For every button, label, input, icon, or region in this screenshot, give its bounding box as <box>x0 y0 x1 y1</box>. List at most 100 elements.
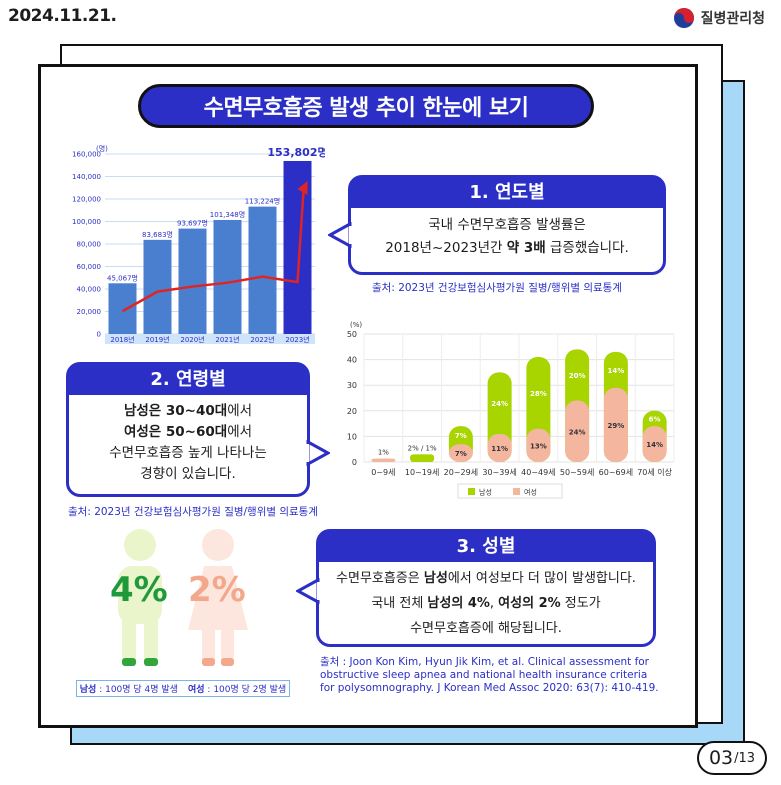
section2-l2-post: 에서 <box>227 424 253 440</box>
org-name: 질병관리청 <box>700 11 765 27</box>
chart1-ytick: 60,000 <box>77 263 102 271</box>
section3-l2-mid: , <box>489 596 499 611</box>
legend-female-text: : 100명 당 2명 발생 <box>204 685 287 695</box>
chart2-label-male: 1% <box>378 449 389 457</box>
chart2-label-male: 14% <box>607 367 624 375</box>
page-current: 03 <box>708 747 734 769</box>
section3-l2-post: 정도가 <box>560 596 601 611</box>
section2-l4: 경향이 있습니다. <box>140 466 236 482</box>
chart1-value-label: 83,683명 <box>142 230 173 239</box>
chart2-label-female: 13% <box>530 442 547 450</box>
section3-source-line1: 출처 : Joon Kon Kim, Hyun Jik Kim, et al. … <box>320 656 650 668</box>
bubble2-tail <box>304 440 330 466</box>
section2-bubble: 2. 연령별 남성은 30~40대에서 여성은 50~60대에서 수면무호흡증 … <box>66 362 310 497</box>
chart1-xtick: 2020년 <box>180 335 204 344</box>
chart2-bar-female <box>603 387 628 462</box>
chart2-ytick: 50 <box>347 330 357 339</box>
legend-male-text: : 100명 당 4명 발생 <box>96 685 178 695</box>
section3-l1-post: 에서 여성보다 더 많이 발생합니다. <box>447 571 636 586</box>
chart2-legend-female-swatch <box>513 488 520 495</box>
section3-l2-bold2: 여성의 2% <box>498 596 561 611</box>
chart1-value-label: 45,067명 <box>107 273 138 282</box>
chart1-ytick: 160,000 <box>72 151 101 159</box>
chart2-xtick: 70세 이상 <box>637 467 672 477</box>
chart1-xtick: 2022년 <box>250 335 274 344</box>
chart2-label-male: 2% / 1% <box>408 444 437 452</box>
section3-l2-pre: 국내 전체 <box>371 596 428 611</box>
legend-male-label: 남성 <box>79 685 97 695</box>
chart1-bar <box>178 228 207 334</box>
chart2-label-female: 7% <box>455 450 467 458</box>
chart2-label-male: 24% <box>491 400 508 408</box>
chart2-bar-female <box>448 444 473 462</box>
section1-source: 출처: 2023년 건강보험심사평가원 질병/행위별 의료통계 <box>372 282 623 294</box>
chart1-ytick: 80,000 <box>77 241 102 249</box>
yearly-bar-chart: (명) 0 20,000 40,000 60,000 80,000 100,000 120,0… <box>72 144 325 344</box>
chart2-xtick: 0~9세 <box>371 468 395 477</box>
legend-female-label: 여성 <box>188 685 205 695</box>
chart1-xtick: 2023년 <box>285 335 309 344</box>
male-figure <box>118 529 162 666</box>
chart2-bar-female <box>526 428 551 462</box>
chart2-label-female: 14% <box>646 441 663 449</box>
chart2-label-male: 28% <box>530 390 547 398</box>
chart2-xtick: 20~29세 <box>444 468 478 477</box>
chart2-ytick: 10 <box>347 432 357 441</box>
section3-l3: 수면무호흡증에 해당됩니다. <box>410 621 562 636</box>
chart1-xaxis-band <box>105 334 315 344</box>
chart2-bar-female <box>410 454 435 462</box>
age-stacked-bar-chart: (%) 0 10 20 30 40 50 1% 0~9세 2% / 1% 10~19세 7% 7% 20~… <box>347 321 675 499</box>
section3-l2-bold1: 남성의 4% <box>427 596 490 611</box>
chart1-xtick: 2019년 <box>145 335 169 344</box>
chart1-ytick: 100,000 <box>72 218 101 226</box>
chart2-ytick: 40 <box>347 356 357 365</box>
chart2-xtick: 30~39세 <box>482 468 516 477</box>
chart2-label-female: 11% <box>491 445 508 453</box>
female-figure <box>188 529 248 666</box>
female-percent: 2% <box>188 570 246 610</box>
section3-source-line3: for polysomnography. J Korean Med Assoc … <box>320 682 659 694</box>
chart2-xtick: 60~69세 <box>599 468 633 477</box>
bubble3-tail <box>296 578 322 604</box>
chart1-ytick: 40,000 <box>77 286 102 294</box>
section3-l1-bold: 남성 <box>423 571 448 586</box>
chart1-value-label: 153,802명 <box>267 145 325 159</box>
chart2-legend-male-swatch <box>468 488 475 495</box>
section2-l1-bold: 남성은 30~40대 <box>123 403 228 419</box>
chart1-value-label: 101,348명 <box>210 210 245 219</box>
gender-legend: 남성 : 100명 당 4명 발생 여성 : 100명 당 2명 발생 <box>76 680 290 697</box>
section3-heading: 3. 성별 <box>319 532 653 562</box>
taegeuk-icon <box>673 8 694 28</box>
chart2-ytick: 20 <box>347 407 357 416</box>
section3-bubble: 3. 성별 수면무호흡증은 남성에서 여성보다 더 많이 발생합니다. 국내 전… <box>316 529 656 647</box>
section1-bubble: 1. 연도별 국내 수면무호흡증 발생률은 2018년~2023년간 약 3배 … <box>348 175 666 275</box>
chart2-xtick: 10~19세 <box>405 468 439 477</box>
chart1-ytick: 20,000 <box>77 308 102 316</box>
chart1-trend-line <box>121 190 305 313</box>
chart2-bar-female <box>642 426 667 462</box>
chart1-trend-arrowhead <box>297 180 308 195</box>
chart1-value-label: 113,224명 <box>245 197 280 206</box>
male-percent: 4% <box>110 570 168 610</box>
chart2-label-male: 20% <box>569 372 586 380</box>
chart2-xtick: 40~49세 <box>521 468 555 477</box>
section1-line2-bold: 약 3배 <box>506 240 546 256</box>
section2-source: 출처: 2023년 건강보험심사평가원 질병/행위별 의료통계 <box>68 506 319 518</box>
section3-source: 출처 : Joon Kon Kim, Hyun Jik Kim, et al. … <box>320 656 659 695</box>
chart2-bar-female <box>487 433 512 462</box>
chart1-ytick: 120,000 <box>72 196 101 204</box>
chart2-unit: (%) <box>350 321 362 329</box>
chart1-unit: (명) <box>96 144 108 153</box>
chart2-ytick: 0 <box>352 458 357 467</box>
chart1-xtick: 2021년 <box>215 335 239 344</box>
chart2-xtick: 50~59세 <box>560 468 594 477</box>
chart1-ytick: 0 <box>97 331 101 339</box>
chart1-bar <box>143 239 172 334</box>
page-total: /13 <box>734 750 756 766</box>
section3-l1-pre: 수면무호흡증은 <box>336 571 424 586</box>
chart1-bar <box>213 219 242 334</box>
section1-heading: 1. 연도별 <box>351 178 663 208</box>
section1-line1: 국내 수면무호흡증 발생률은 <box>428 217 586 233</box>
chart1-bar <box>108 283 137 334</box>
section1-line2-post: 급증했습니다. <box>545 240 629 256</box>
